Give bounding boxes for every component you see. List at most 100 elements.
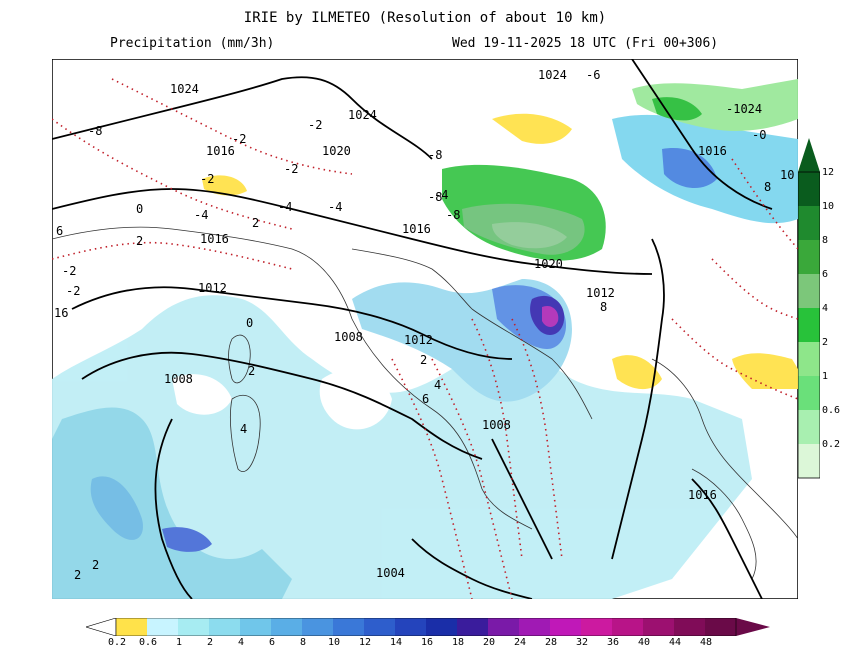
colorbar-swatch — [798, 274, 820, 308]
colorbar-swatch — [457, 618, 488, 636]
colorbar-swatch — [426, 618, 457, 636]
isobars — [52, 59, 773, 599]
isotherm-label-group: -6 -8 -2 -2 -2 -2 0 2 -4 2 -4 -8 -8 -8 -… — [54, 68, 794, 582]
isotherm-label: 2 — [252, 216, 259, 230]
colorbar-tick: 1 — [175, 637, 183, 648]
isobar-label: 1024 — [348, 108, 377, 122]
colorbar-tick: 12 — [358, 637, 372, 648]
colorbar-swatch — [240, 618, 271, 636]
isobar-label: 1020 — [322, 144, 351, 158]
isobar-label: 1016 — [688, 488, 717, 502]
colorbar-outline — [115, 618, 737, 636]
map-title: IRIE by ILMETEO (Resolution of about 10 … — [243, 10, 607, 26]
isotherm-label: -4 — [194, 208, 208, 222]
isotherm-label: -8 — [428, 190, 442, 204]
colorbar-tick: 0.2 — [107, 637, 127, 648]
isotherm-label: -8 — [88, 124, 102, 138]
isobar-label: 1008 — [164, 372, 193, 386]
colorbar-tick: 28 — [544, 637, 558, 648]
isotherm-label: -4 — [278, 200, 292, 214]
colorbar-tick: 10 — [822, 201, 835, 212]
isotherm-label: -2 — [66, 284, 80, 298]
colorbar-tick: 32 — [575, 637, 589, 648]
isotherms — [52, 78, 798, 599]
isobar-label: 1012 — [404, 333, 433, 347]
isotherm-label: 6 — [56, 224, 63, 238]
colorbar-tick: 44 — [668, 637, 682, 648]
colorbar-swatch — [798, 206, 820, 240]
colorbar-tick: 48 — [699, 637, 713, 648]
colorbar-tick: 2 — [822, 337, 829, 348]
isotherm-label: 10 — [780, 168, 794, 182]
isotherm-label: 2 — [248, 364, 255, 378]
colorbar-tick: 0.6 — [138, 637, 158, 648]
isobar-label: 1012 — [198, 281, 227, 295]
colorbar-tick: 8 — [822, 235, 829, 246]
colorbar-swatch — [395, 618, 426, 636]
isotherm-label: 8 — [600, 300, 607, 314]
isotherm-label: -8 — [428, 148, 442, 162]
colorbar-tick: 4 — [822, 303, 829, 314]
isobar-label-group: 1024 1024 1020 1016 1016 1012 1008 1008 … — [164, 68, 727, 580]
isotherm-label: 8 — [764, 180, 771, 194]
isotherm-label: 0 — [136, 202, 143, 216]
colorbar-swatch — [798, 410, 820, 444]
colorbar-swatch — [271, 618, 302, 636]
colorbar-swatch — [302, 618, 333, 636]
vertical-colorbar — [798, 138, 820, 479]
isotherm-label: -2 — [308, 118, 322, 132]
isotherm-label: 2 — [92, 558, 99, 572]
colorbar-tick: 8 — [299, 637, 307, 648]
isotherm-label: 2 — [420, 353, 427, 367]
colorbar-outline — [798, 171, 820, 479]
colorbar-tick: 18 — [451, 637, 465, 648]
colorbar-swatch — [116, 618, 147, 636]
coastlines — [52, 226, 798, 580]
isobar-label: 1024 — [170, 82, 199, 96]
colorbar-swatch — [550, 618, 581, 636]
colorbar-swatch — [798, 444, 820, 478]
datetime-label: Wed 19-11-2025 18 UTC (Fri 00+306) — [452, 36, 719, 51]
isotherm-label: -0 — [752, 128, 766, 142]
colorbar-swatch — [612, 618, 643, 636]
isotherm-label: -2 — [200, 172, 214, 186]
isobar-label: 1008 — [482, 418, 511, 432]
isotherm-label: -2 — [62, 264, 76, 278]
isotherm-label: 16 — [54, 306, 68, 320]
colorbar-tick: 0.2 — [822, 439, 841, 450]
colorbar-swatch — [674, 618, 705, 636]
isotherm-label: -1024 — [726, 102, 762, 116]
colorbar-tick: 40 — [637, 637, 651, 648]
isotherm-label: -4 — [328, 200, 342, 214]
colorbar-swatch — [798, 240, 820, 274]
colorbar-swatch — [333, 618, 364, 636]
colorbar-arrow-left — [86, 618, 117, 636]
isobar-label: 1016 — [402, 222, 431, 236]
isobar-label: 1016 — [206, 144, 235, 158]
isobar-label: 1012 — [586, 286, 615, 300]
colorbar-swatch — [798, 376, 820, 410]
isotherm-label: 4 — [434, 378, 441, 392]
colorbar-tick: 6 — [268, 637, 276, 648]
isobar-label: 1016 — [200, 232, 229, 246]
colorbar-tick: 10 — [327, 637, 341, 648]
colorbar-tick: 24 — [513, 637, 527, 648]
colorbar-swatch — [581, 618, 612, 636]
colorbar-tick: 1 — [822, 371, 829, 382]
variable-label: Precipitation (mm/3h) — [110, 36, 275, 51]
weather-map: 1024 1024 1020 1016 1016 1012 1008 1008 … — [52, 59, 798, 599]
isotherm-label: 2 — [136, 234, 143, 248]
colorbar-tick: 16 — [420, 637, 434, 648]
colorbar-tick: 12 — [822, 167, 835, 178]
colorbar-tick: 14 — [389, 637, 403, 648]
colorbar-swatch — [209, 618, 240, 636]
colorbar-swatch — [178, 618, 209, 636]
isotherm-label: 0 — [246, 316, 253, 330]
isotherm-label: -2 — [284, 162, 298, 176]
precipitation-field — [52, 79, 798, 599]
colorbar-swatch — [488, 618, 519, 636]
isotherm-label: -4 — [434, 188, 448, 202]
isotherm-label: -2 — [232, 132, 246, 146]
colorbar-arrow — [798, 138, 820, 172]
colorbar-swatch — [364, 618, 395, 636]
